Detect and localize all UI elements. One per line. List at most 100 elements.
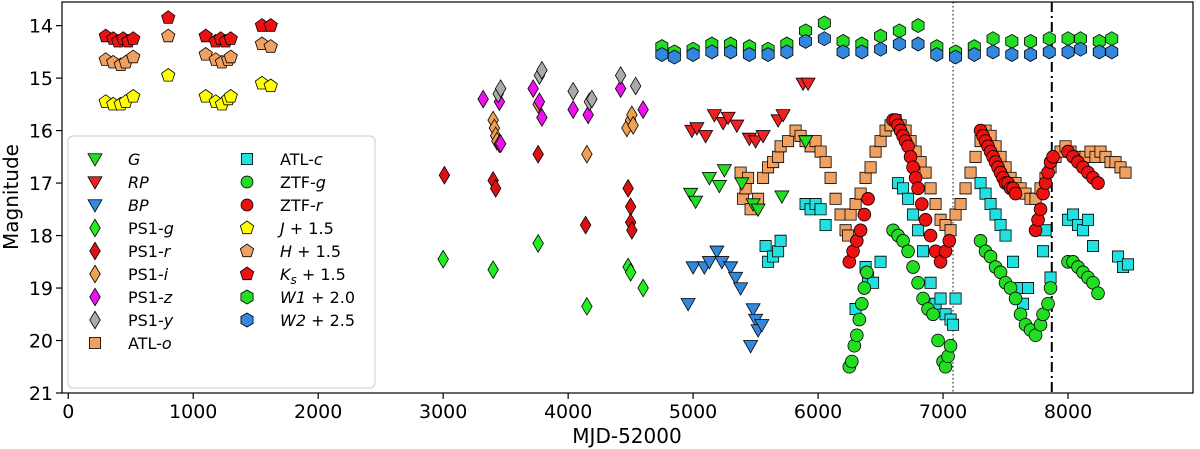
data-point [911,181,925,196]
data-point [911,18,925,34]
data-point [1105,31,1119,47]
data-point [869,145,882,158]
legend-label: RP [128,173,149,192]
data-point [1043,281,1058,295]
data-point [581,296,593,316]
data-point [624,197,637,217]
series-PS1-y [492,60,642,112]
data-point [852,312,867,327]
legend-label: PS1-z [128,288,173,307]
data-point [687,195,704,210]
x-axis-ticks: 0 1000 2000 3000 4000 5000 6000 7000 8000 [62,393,1092,423]
data-point [986,44,1000,60]
x-tick-label: 8000 [1044,401,1092,423]
data-point [567,81,579,101]
data-point [874,41,887,57]
data-point [1082,213,1095,226]
legend-marker [241,153,253,165]
data-point [716,164,733,178]
data-point [1091,286,1105,301]
x-tick-label: 3000 [419,401,467,423]
legend-marker [89,264,101,284]
data-point [685,261,701,275]
legend-marker [87,199,103,213]
data-point [637,100,649,120]
series-PS1-z [477,79,649,154]
legend-entry: ZTF-r [240,196,324,215]
data-point [911,36,925,52]
legend-marker [239,243,255,258]
data-point [799,33,812,49]
data-point [701,256,718,270]
data-point [855,44,869,60]
data-point [1046,150,1060,164]
data-point [857,207,872,222]
legend-entry: ATL-o [89,334,172,353]
data-point [836,44,850,60]
y-tick-label: 14 [29,16,53,38]
data-point [1112,250,1125,263]
y-axis-ticks: 14 15 16 17 18 19 20 21 [29,16,62,405]
data-point [527,79,539,99]
y-tick-label: 18 [29,226,53,248]
series-Ks-1-5 [98,10,278,48]
data-point [892,23,906,39]
series-G [682,135,814,218]
data-point [126,89,141,103]
legend-label: H + 1.5 [280,242,341,261]
data-point [861,192,875,206]
legend-marker [87,153,103,167]
data-point [967,47,981,62]
data-point [800,77,816,92]
legend-label: ATL-o [128,334,172,353]
data-point [1061,44,1075,60]
data-point [874,255,887,268]
data-point [929,198,942,211]
data-point [902,192,915,205]
legend-entry: W1 + 2.0 [240,288,355,307]
data-point [614,65,627,86]
data-point [198,28,213,43]
legend-label: ZTF-r [280,196,324,215]
data-point [682,187,699,202]
data-point [829,192,842,205]
data-point [849,198,862,211]
data-point [942,234,957,248]
plot-frame [61,1,1194,394]
data-point [819,219,832,232]
data-point [924,182,937,195]
data-point [1077,224,1090,237]
data-point [774,234,787,247]
data-point [532,144,544,164]
data-point [1042,31,1056,47]
data-point [223,89,238,103]
data-point [533,92,546,112]
data-point [892,36,906,52]
y-tick-label: 20 [29,331,53,353]
data-point [198,47,213,61]
legend-marker [89,287,101,307]
x-tick-label: 2000 [294,401,342,423]
data-point [263,78,278,92]
data-point [954,198,967,211]
legend-label: W2 + 2.5 [280,311,355,330]
data-point [579,215,592,235]
data-point [1044,271,1057,284]
data-point [637,278,649,298]
data-point [917,245,930,258]
data-point [850,328,864,343]
data-point [722,261,739,275]
legend-label: PS1-r [128,242,172,261]
data-point [782,135,795,148]
data-point [918,213,933,227]
data-point [774,190,790,204]
legend-label: J + 1.5 [277,219,334,238]
series-ZTF-r [842,113,1105,269]
data-point [772,150,785,163]
data-point [855,297,869,311]
x-tick-label: 5000 [669,401,717,423]
data-point [705,44,719,60]
data-point [536,107,548,127]
data-point [906,260,920,274]
legend-label: W1 + 2.0 [280,288,355,307]
